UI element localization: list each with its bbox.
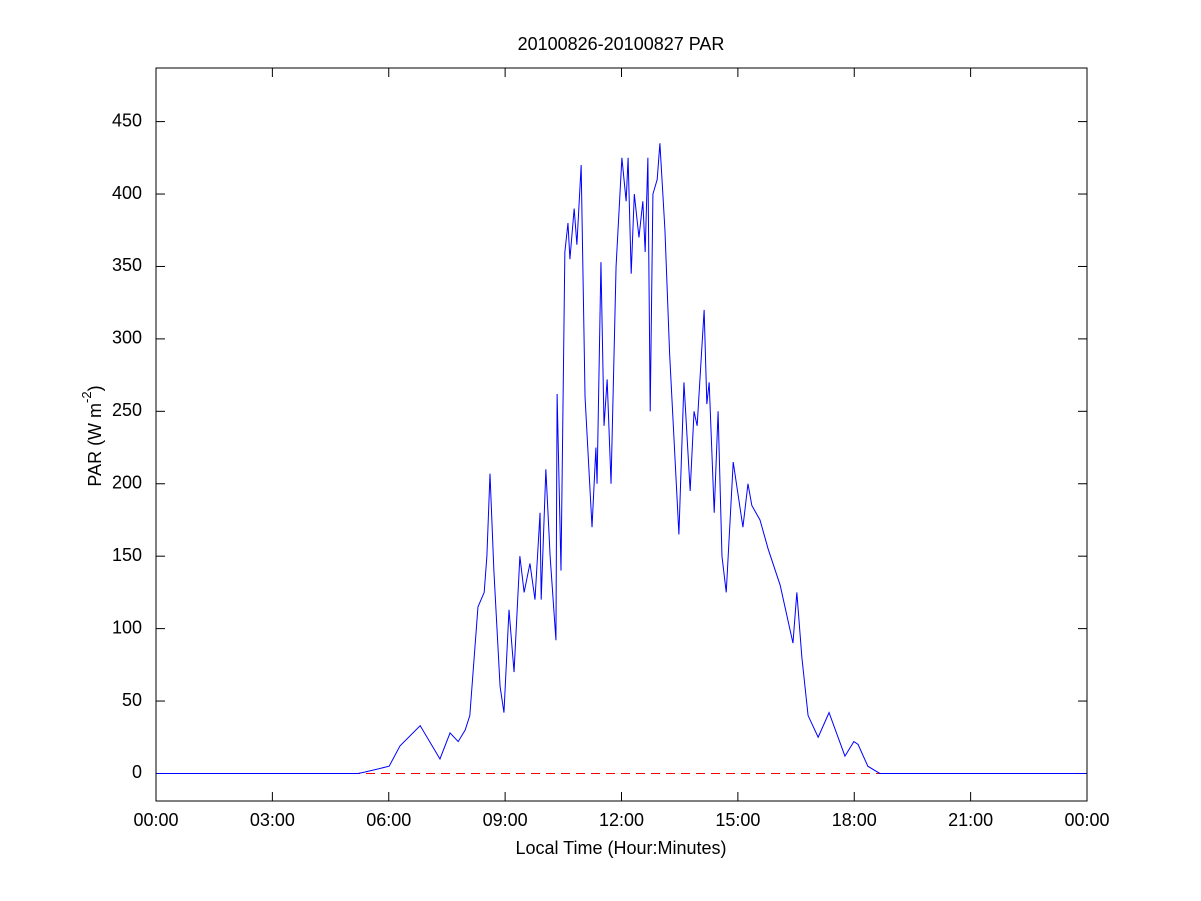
x-tick-label: 00:00 [1064,810,1109,830]
x-tick-label: 06:00 [366,810,411,830]
y-label-end: ) [85,385,105,391]
y-tick-label: 200 [112,473,142,493]
x-tick-label: 00:00 [133,810,178,830]
y-tick-label: 300 [112,328,142,348]
y-label-text: PAR (W m [85,403,105,487]
y-tick-label: 150 [112,545,142,565]
x-tick-label: 12:00 [599,810,644,830]
x-tick-label: 15:00 [715,810,760,830]
y-tick-label: 0 [132,762,142,782]
plot-frame [155,67,1088,802]
y-tick-label: 100 [112,617,142,637]
x-axis-label: Local Time (Hour:Minutes) [515,838,726,858]
x-tick-label: 09:00 [483,810,528,830]
x-tick-label: 18:00 [832,810,877,830]
y-tick-label: 400 [112,183,142,203]
x-tick-label: 21:00 [948,810,993,830]
data-line [156,143,1087,774]
y-axis-label: PAR (W m-2) [79,385,104,486]
y-tick-label: 250 [112,400,142,420]
chart-title: 20100826-20100827 PAR [518,34,725,54]
y-tick-label: 50 [122,690,142,710]
x-tick-label: 03:00 [250,810,295,830]
y-tick-label: 350 [112,255,142,275]
y-label-sup: -2 [79,391,94,403]
y-tick-label: 450 [112,110,142,130]
